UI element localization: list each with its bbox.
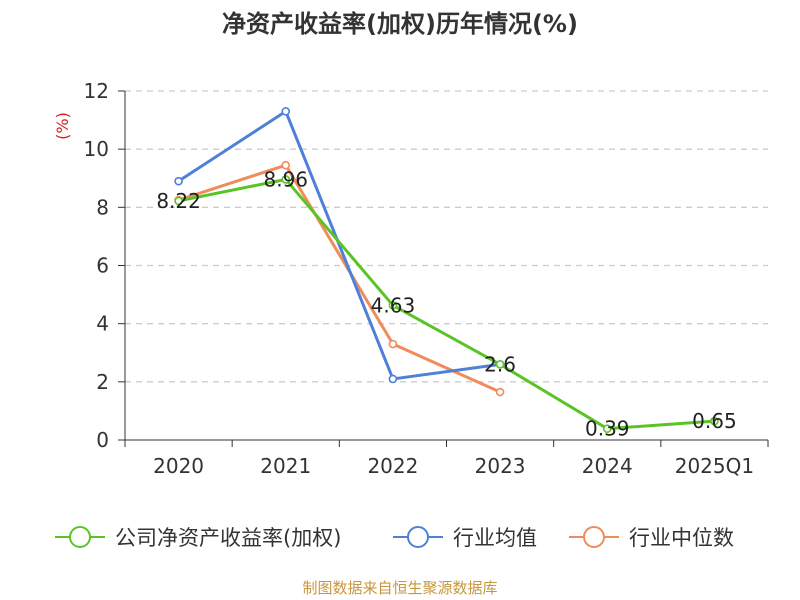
data-point bbox=[174, 176, 183, 186]
legend: 公司净资产收益率(加权) 行业均值 行业中位数 bbox=[55, 526, 734, 550]
data-label: 8.22 bbox=[156, 189, 201, 213]
data-point bbox=[495, 387, 505, 397]
y-tick-label: 6 bbox=[96, 254, 109, 278]
y-tick-label: 10 bbox=[84, 137, 109, 161]
data-point bbox=[281, 175, 291, 184]
legend-label: 行业中位数 bbox=[629, 526, 734, 550]
data-point bbox=[281, 107, 291, 116]
axis-layer: 0 2 4 6 8 10 12 2020 2021 2022 2023 2024 2025Q1 bbox=[84, 79, 769, 478]
legend-label: 公司净资产收益率(加权) bbox=[115, 526, 341, 550]
data-point bbox=[388, 374, 398, 384]
x-tick-label: 2020 bbox=[153, 454, 204, 478]
legend-marker bbox=[583, 526, 605, 548]
x-tick-label: 2025Q1 bbox=[675, 454, 754, 478]
data-point bbox=[174, 196, 183, 206]
data-point bbox=[710, 416, 719, 426]
data-label: 0.39 bbox=[585, 417, 630, 441]
x-tick-label: 2024 bbox=[582, 454, 633, 478]
series-line bbox=[178, 163, 501, 394]
series-line bbox=[178, 177, 715, 431]
grid-layer bbox=[125, 90, 768, 383]
y-tick-label: 12 bbox=[84, 79, 109, 103]
legend-label: 行业均值 bbox=[453, 526, 537, 550]
data-label: 4.63 bbox=[371, 293, 416, 317]
x-tick-label: 2022 bbox=[367, 454, 418, 478]
x-tick-label: 2023 bbox=[475, 454, 526, 478]
y-tick-label: 8 bbox=[96, 195, 109, 219]
x-tick-label: 2021 bbox=[260, 454, 311, 478]
legend-marker bbox=[69, 526, 91, 548]
data-label-layer: 8.22 8.96 4.63 2.6 0.39 0.65 bbox=[156, 167, 736, 440]
y-tick-label: 4 bbox=[96, 312, 109, 336]
data-point bbox=[602, 424, 612, 433]
series-layer bbox=[174, 107, 719, 433]
legend-marker bbox=[407, 526, 429, 548]
data-point bbox=[495, 360, 505, 369]
data-point bbox=[388, 301, 398, 310]
y-axis-label: (%) bbox=[53, 112, 72, 140]
series-line bbox=[177, 109, 501, 381]
data-label: 8.96 bbox=[263, 167, 308, 191]
data-label: 2.6 bbox=[484, 352, 516, 376]
chart-title: 净资产收益率(加权)历年情况(%) bbox=[222, 10, 578, 38]
data-point bbox=[388, 339, 398, 349]
data-point bbox=[281, 160, 291, 170]
y-tick-label: 2 bbox=[96, 370, 109, 394]
y-tick-label: 0 bbox=[96, 428, 109, 452]
data-label: 0.65 bbox=[692, 409, 737, 433]
source-note: 制图数据来自恒生聚源数据库 bbox=[302, 579, 498, 597]
